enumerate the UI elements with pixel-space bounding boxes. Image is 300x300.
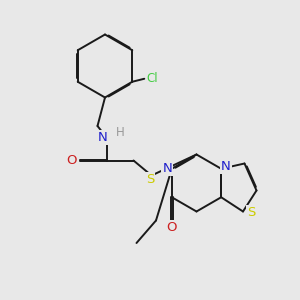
Text: O: O — [66, 154, 76, 167]
Text: N: N — [162, 162, 172, 175]
Text: H: H — [116, 125, 124, 139]
Text: S: S — [146, 172, 154, 186]
Text: N: N — [221, 160, 231, 173]
Text: O: O — [167, 221, 177, 234]
Text: N: N — [98, 131, 108, 144]
Text: S: S — [247, 206, 256, 220]
Text: Cl: Cl — [147, 72, 158, 85]
